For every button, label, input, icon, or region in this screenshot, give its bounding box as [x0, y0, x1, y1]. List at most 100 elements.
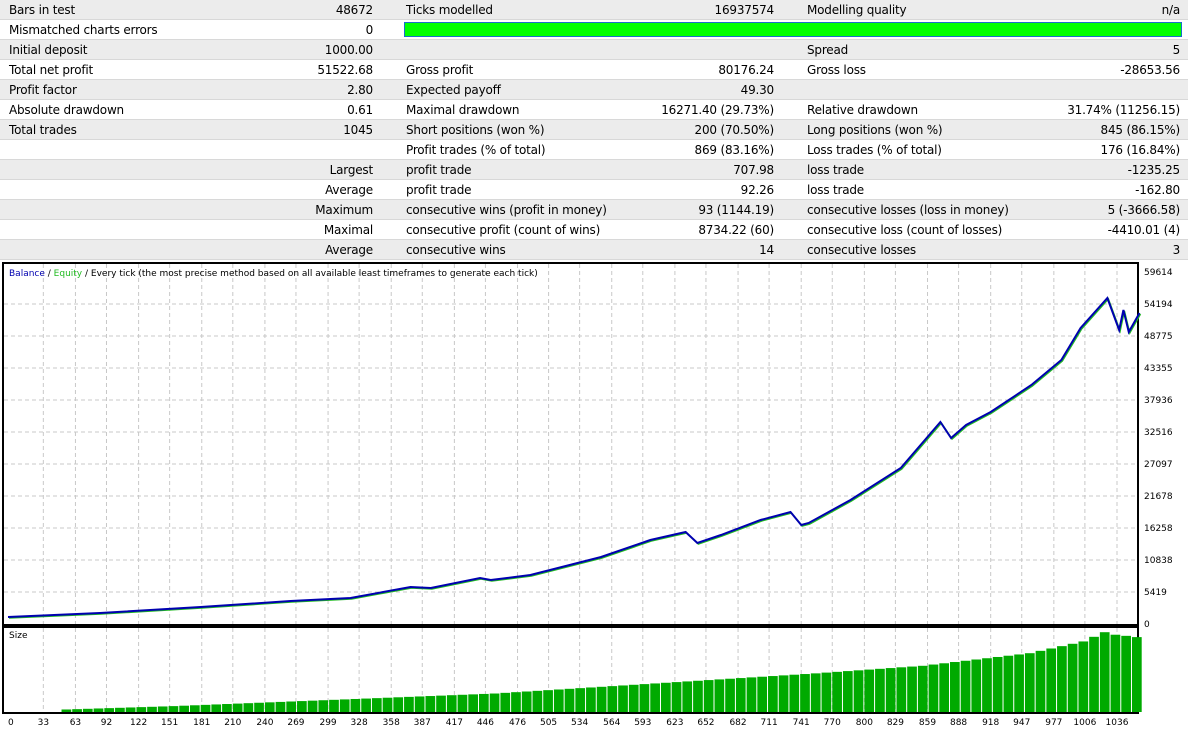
- size-bar: [168, 706, 179, 712]
- report-row: Total net profit 51522.68 Gross profit 8017…: [0, 60, 1188, 80]
- x-tick-label: 564: [603, 718, 620, 728]
- stat-label: profit trade: [406, 163, 472, 177]
- stat-value: 5: [1172, 43, 1181, 57]
- stat-label: Short positions (won %): [406, 123, 545, 137]
- size-bar: [157, 706, 168, 712]
- size-bar: [735, 678, 746, 712]
- size-bar: [703, 680, 714, 712]
- x-tick-label: 505: [540, 718, 557, 728]
- stat-value: 8734.22 (60): [698, 223, 774, 237]
- x-tick-label: 387: [414, 718, 431, 728]
- balance-chart: 59614 54194 48775 43355 37936 32516 27097 21678…: [0, 262, 1188, 731]
- stat-label: Profit trades (% of total): [406, 143, 546, 157]
- size-bar: [810, 673, 821, 712]
- legend-sep2: /: [82, 269, 91, 279]
- size-bar: [414, 696, 425, 712]
- stat-label: Total trades: [9, 123, 77, 137]
- size-bar: [511, 692, 521, 712]
- size-bar: [928, 664, 939, 712]
- size-bar: [136, 707, 147, 712]
- x-tick-label: 593: [634, 718, 651, 728]
- stat-label: Ticks modelled: [406, 3, 493, 17]
- y-tick-label: 27097: [1144, 460, 1173, 470]
- size-bar: [446, 695, 457, 712]
- stat-value: 0: [365, 23, 374, 37]
- size-bar: [1067, 643, 1078, 712]
- chart-legend: Balance / Equity / Every tick (the most …: [9, 269, 538, 279]
- stat-label: profit trade: [406, 183, 472, 197]
- size-bar: [286, 701, 297, 712]
- size-bar: [457, 694, 468, 712]
- stat-value: 0.61: [347, 103, 373, 117]
- y-tick-label: 21678: [1144, 492, 1173, 502]
- size-bar: [564, 688, 575, 712]
- stat-value: 1000.00: [324, 43, 373, 57]
- x-tick-label: 63: [70, 718, 81, 728]
- size-bar: [275, 701, 286, 712]
- x-tick-label: 0: [8, 718, 14, 728]
- size-bar: [1035, 650, 1046, 712]
- x-tick-label: 1036: [1106, 718, 1129, 728]
- size-bar: [950, 662, 960, 712]
- size-bar: [821, 672, 832, 712]
- stat-value: -162.80: [1135, 183, 1180, 197]
- size-bar: [853, 670, 864, 712]
- report-row: Profit trades (% of total) 869 (83.16%) Lo…: [0, 140, 1188, 160]
- stat-label: Loss trades (% of total): [807, 143, 942, 157]
- stat-value: 48672: [335, 3, 373, 17]
- size-bar: [104, 708, 115, 712]
- stat-label: consecutive wins (profit in money): [406, 203, 607, 217]
- size-bar: [693, 680, 703, 712]
- stat-value: 14: [759, 243, 774, 257]
- size-bar: [725, 678, 735, 712]
- size-bar: [778, 675, 789, 712]
- x-tick-label: 859: [919, 718, 936, 728]
- size-bar: [82, 708, 93, 712]
- size-bar: [200, 704, 211, 712]
- x-tick-label: 240: [256, 718, 273, 728]
- x-tick-label: 358: [383, 718, 400, 728]
- stat-value: 16271.40 (29.73%): [661, 103, 774, 117]
- size-bar: [350, 698, 361, 712]
- main-panel: [2, 262, 1139, 626]
- x-tick-label: 534: [571, 718, 588, 728]
- size-bar: [992, 656, 1003, 712]
- report-row: Largest profit trade 707.98 loss trade -1235…: [0, 160, 1188, 180]
- size-bar: [660, 682, 671, 712]
- report-row: Maximum consecutive wins (profit in money…: [0, 200, 1188, 220]
- size-bar: [243, 703, 254, 712]
- report-row: Initial deposit 1000.00 Spread 5: [0, 40, 1188, 60]
- size-bar: [297, 701, 307, 712]
- x-tick-label: 299: [319, 718, 336, 728]
- stat-value: 80176.24: [718, 63, 774, 77]
- legend-balance: Balance: [9, 269, 45, 279]
- stat-value: 31.74% (11256.15): [1067, 103, 1180, 117]
- size-bar: [842, 671, 853, 712]
- stat-value: 200 (70.50%): [694, 123, 775, 137]
- y-tick-label: 54194: [1144, 300, 1173, 310]
- y-tick-label: 5419: [1144, 588, 1167, 598]
- size-bar: [1046, 648, 1057, 712]
- stat-label: Spread: [807, 43, 849, 57]
- size-bar: [885, 668, 896, 712]
- y-tick-label: 32516: [1144, 428, 1173, 438]
- size-bar: [393, 697, 404, 712]
- report-row: Mismatched charts errors 0: [0, 20, 1188, 40]
- x-tick-label: 918: [982, 718, 999, 728]
- x-tick-label: 977: [1045, 718, 1062, 728]
- report-row: Bars in test 48672 Ticks modelled 16937574 M…: [0, 0, 1188, 20]
- size-bar: [264, 702, 275, 712]
- size-bar: [682, 681, 693, 712]
- size-bar: [896, 667, 907, 712]
- stat-label: Average: [325, 183, 373, 197]
- y-tick-label: 16258: [1144, 524, 1173, 534]
- stat-label: Maximum: [315, 203, 373, 217]
- size-bar: [1024, 653, 1035, 712]
- stat-value: 176 (16.84%): [1100, 143, 1181, 157]
- stat-label: Average: [325, 243, 373, 257]
- size-bar: [211, 704, 222, 712]
- size-bar: [800, 674, 810, 712]
- size-label: Size: [9, 631, 28, 641]
- size-bar: [671, 682, 682, 712]
- size-bar: [371, 698, 382, 712]
